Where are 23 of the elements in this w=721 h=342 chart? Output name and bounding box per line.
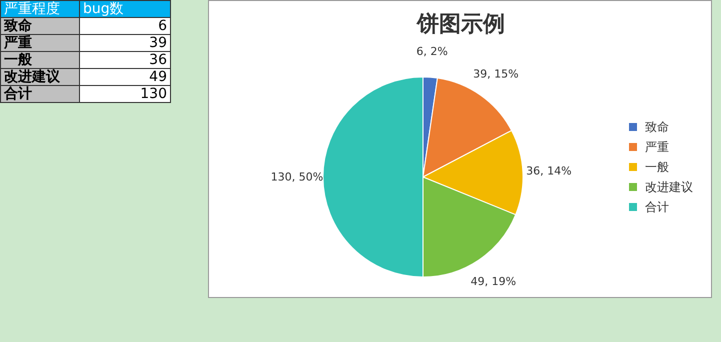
category-label: 严重	[0, 34, 80, 52]
data-label: 39	[80, 34, 170, 52]
data-label: 130, 50%	[270, 170, 324, 184]
legend-label: 合计	[645, 198, 669, 216]
legend-label: 严重	[645, 138, 669, 156]
data-label: 36, 14%	[526, 164, 572, 178]
data-label: 6	[80, 18, 170, 34]
category-label: 一般	[0, 52, 80, 68]
data-label: 49	[80, 68, 170, 86]
data-label: 49, 19%	[470, 275, 516, 288]
legend-label: 一般	[645, 158, 669, 176]
data-label: 130	[80, 86, 170, 102]
text: bug数	[80, 0, 170, 18]
category-label: 致命	[0, 18, 80, 34]
data-label: 6, 2%	[416, 44, 448, 58]
legend-label: 致命	[645, 118, 669, 136]
legend-label: 改进建议	[645, 178, 693, 196]
category-label: 改进建议	[0, 68, 80, 86]
chart-title: 饼图示例	[415, 11, 506, 39]
text: 严重程度	[0, 0, 80, 18]
data-label: 36	[80, 52, 170, 68]
data-label: 39, 15%	[473, 68, 519, 81]
category-label: 合计	[0, 86, 80, 102]
